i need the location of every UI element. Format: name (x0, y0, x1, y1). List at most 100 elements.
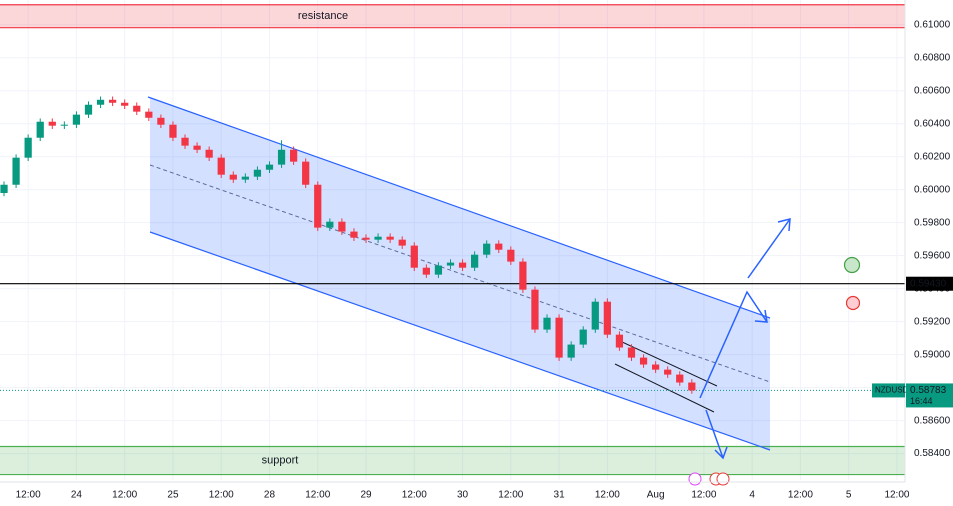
y-tick-label: 0.60400 (914, 118, 951, 129)
price-label: 0.59430 (910, 278, 947, 289)
candle-body (205, 149, 213, 158)
candle-body (374, 236, 382, 240)
candle-body (446, 262, 455, 266)
zone (0, 446, 905, 475)
zone-label: resistance (298, 10, 348, 22)
arrow-head (777, 218, 791, 232)
candle-body (531, 289, 539, 330)
x-tick-label: 28 (264, 490, 276, 501)
candle-body (48, 121, 56, 126)
zone-label: support (262, 454, 299, 466)
candle-body (277, 149, 286, 165)
candle-body (350, 231, 358, 238)
zone (0, 4, 905, 28)
candle-body (471, 254, 479, 268)
candle-body (567, 344, 575, 358)
channel-fill (150, 97, 770, 450)
y-tick-label: 0.58600 (914, 415, 951, 426)
candle-body (193, 145, 201, 150)
candle-body (410, 245, 418, 268)
candle-body (0, 184, 8, 193)
y-tick-label: 0.60600 (914, 85, 951, 96)
candle-body (434, 265, 443, 275)
candle-body (555, 317, 563, 358)
price-label-box (906, 276, 953, 291)
candle-body (507, 249, 515, 262)
y-tick-label: 0.60000 (914, 184, 951, 195)
x-tick-label: 25 (167, 490, 179, 501)
candle-body (157, 117, 165, 125)
candle-body (229, 174, 237, 180)
arrow-head (714, 446, 728, 460)
candle-body (627, 347, 636, 358)
x-tick-label: 4 (749, 490, 755, 501)
channel-mid (149, 164, 771, 383)
last-price-label: 0.58783 (910, 385, 947, 396)
candle-body (495, 243, 503, 250)
x-tick-label: 30 (457, 490, 469, 501)
y-tick-label: 0.59600 (914, 250, 951, 261)
price-axis-bg (905, 0, 953, 506)
buy-marker (843, 256, 861, 274)
zones: resistance support (0, 4, 905, 476)
candle-body (615, 334, 624, 348)
arrow-path (705, 409, 724, 459)
countdown-label: 16:44 (910, 396, 933, 406)
x-tick-label: 12:00 (209, 490, 234, 501)
candle-body (60, 124, 68, 126)
x-tick-label: 24 (71, 490, 83, 501)
candle-body (519, 261, 527, 290)
arrows (699, 218, 791, 460)
channel-upper (147, 96, 771, 319)
candle-body (145, 111, 153, 118)
candle-body (664, 369, 672, 375)
candle-body (265, 164, 274, 170)
candle-body (84, 104, 93, 115)
x-tick-label: 29 (360, 490, 372, 501)
candle-body (253, 169, 262, 177)
candle-body (133, 105, 141, 112)
candle-body (181, 137, 189, 146)
candle-body (639, 357, 648, 365)
y-tick-label: 0.59800 (914, 217, 951, 228)
candle-body (36, 121, 44, 138)
candle-body (652, 364, 660, 370)
x-tick-label: 12:00 (402, 490, 427, 501)
candle-body (362, 237, 370, 240)
x-tick-label: 12:00 (16, 490, 41, 501)
candle-body (121, 102, 129, 106)
candle-body (603, 301, 611, 335)
x-tick-label: 12:00 (595, 490, 620, 501)
event-icon[interactable] (688, 472, 702, 486)
last-price-box (906, 383, 953, 408)
candle-body (12, 157, 20, 185)
arrow-path (747, 218, 791, 279)
symbol-label: NZDUSD (875, 386, 909, 395)
candles (0, 96, 696, 394)
candle-body (591, 301, 599, 330)
candle-body (688, 382, 696, 391)
symbol-label-box (872, 383, 905, 398)
x-tick-label: 12:00 (884, 490, 909, 501)
x-tick-label: 12:00 (498, 490, 523, 501)
sell-marker (845, 295, 861, 311)
wedge-upper (619, 340, 718, 387)
arrow-head (754, 309, 768, 323)
candle-body (314, 184, 322, 228)
candle-body (96, 99, 105, 105)
candle-body (458, 262, 467, 268)
candle-body (290, 149, 298, 162)
x-tick-label: 5 (846, 490, 852, 501)
y-tick-label: 0.61000 (914, 19, 951, 30)
candle-body (302, 161, 310, 185)
event-icon[interactable] (716, 472, 730, 486)
candle-body (24, 137, 32, 158)
candle-body (543, 317, 551, 330)
candle-body (241, 176, 249, 180)
candle-body (169, 124, 177, 138)
candle-body (579, 329, 587, 345)
candle-body (676, 374, 684, 383)
